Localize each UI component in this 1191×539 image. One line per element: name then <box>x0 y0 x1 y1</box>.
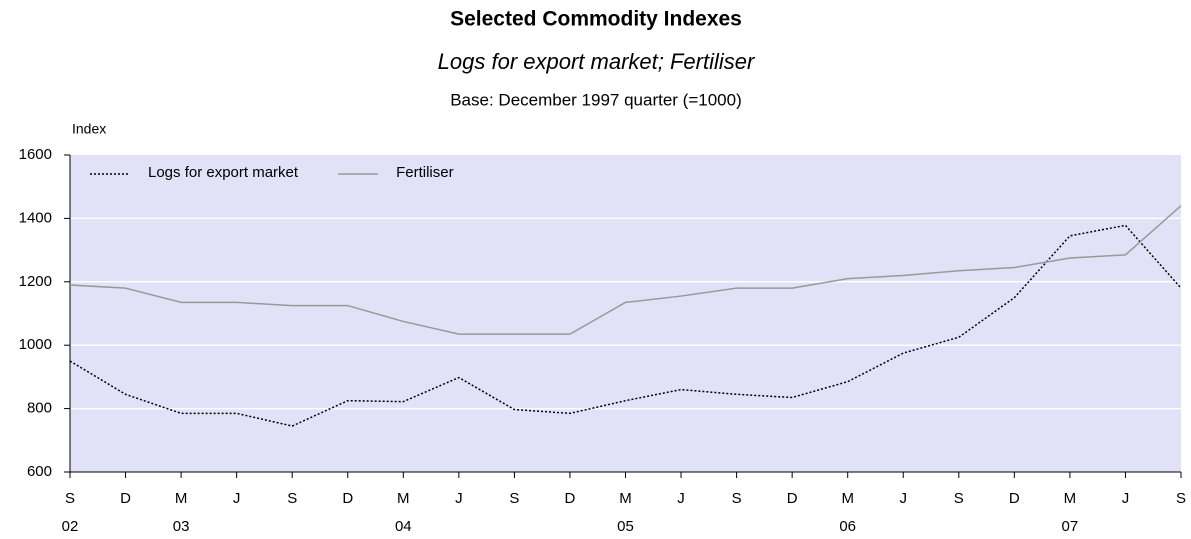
year-label: 05 <box>617 518 634 535</box>
y-tick-label: 1000 <box>19 336 52 353</box>
year-label: 06 <box>839 518 856 535</box>
x-tick-label: S <box>509 490 519 507</box>
x-tick-label: D <box>342 490 353 507</box>
series-line <box>69 205 1182 335</box>
x-tick-label: M <box>1064 490 1077 507</box>
x-tick-label: S <box>287 490 297 507</box>
x-tick-label: D <box>565 490 576 507</box>
chart-subtitle: Logs for export market; Fertiliser <box>438 49 756 74</box>
year-label: 04 <box>395 518 412 535</box>
x-tick-label: D <box>787 490 798 507</box>
y-tick-label: 800 <box>27 400 52 417</box>
x-tick-label: S <box>65 490 75 507</box>
year-label: 02 <box>62 518 79 535</box>
y-tick-label: 600 <box>27 463 52 480</box>
x-tick-label: J <box>1122 490 1130 507</box>
x-tick-label: S <box>954 490 964 507</box>
x-tick-label: D <box>1009 490 1020 507</box>
x-tick-label: S <box>732 490 742 507</box>
y-tick-label: 1200 <box>19 273 52 290</box>
x-tick-label: M <box>397 490 410 507</box>
x-tick-label: J <box>677 490 685 507</box>
y-tick-label: 1600 <box>19 146 52 163</box>
x-tick-label: J <box>900 490 908 507</box>
x-tick-label: J <box>233 490 241 507</box>
year-label: 07 <box>1062 518 1079 535</box>
chart-note: Base: December 1997 quarter (=1000) <box>450 90 742 109</box>
chart-title: Selected Commodity Indexes <box>450 8 742 31</box>
x-tick-label: J <box>455 490 463 507</box>
series-line <box>69 224 1182 427</box>
legend-label: Logs for export market <box>148 164 299 181</box>
x-tick-label: M <box>175 490 188 507</box>
y-tick-label: 1400 <box>19 209 52 226</box>
year-label: 03 <box>173 518 190 535</box>
x-tick-label: D <box>120 490 131 507</box>
plot-area <box>70 155 1181 472</box>
y-axis-label: Index <box>72 121 106 137</box>
x-tick-label: M <box>841 490 854 507</box>
legend-label: Fertiliser <box>396 164 454 181</box>
x-tick-label: M <box>619 490 632 507</box>
x-tick-label: S <box>1176 490 1186 507</box>
